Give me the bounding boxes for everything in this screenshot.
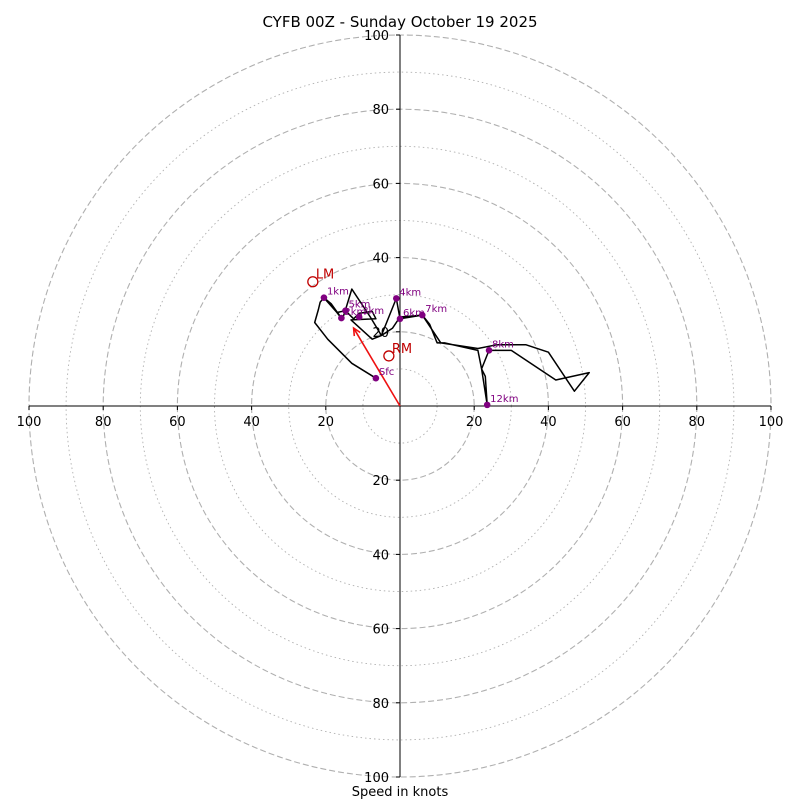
y-tick-label: 60: [372, 623, 389, 638]
height-label-4km: 4km: [399, 287, 421, 298]
x-tick-label: 60: [169, 415, 186, 430]
height-label-5km: 5km: [348, 300, 370, 311]
x-axis-label: Speed in knots: [352, 785, 449, 800]
y-tick-label: 80: [372, 103, 389, 118]
y-tick-label: 20: [372, 474, 389, 489]
height-point-12km: [483, 401, 491, 409]
x-tick-label: 100: [17, 415, 42, 430]
x-tick-label: 80: [689, 415, 706, 430]
height-point-1km: [320, 294, 328, 301]
y-tick-label: 100: [364, 771, 389, 786]
height-label-3km: 3km: [362, 306, 384, 317]
x-tick-label: 40: [540, 415, 557, 430]
y-tick-label: 80: [372, 697, 389, 712]
storm-motion-lm: [307, 276, 319, 288]
storm-motion-label-lm: LM: [316, 268, 334, 283]
height-label-1km: 1km: [327, 287, 349, 298]
height-label-12km: 12km: [490, 394, 518, 405]
height-point-7km: [418, 311, 426, 319]
storm-motion-markers: LM RM: [307, 268, 412, 362]
height-label-sfc: Sfc: [379, 367, 394, 378]
height-point-2km: [338, 314, 345, 322]
y-tick-label: 40: [372, 548, 389, 563]
mean-wind-shaft: [352, 327, 401, 407]
mean-wind-head: [352, 326, 361, 337]
height-point-8km: [485, 347, 493, 354]
y-tick-label: 100: [364, 29, 389, 44]
x-tick-label: 20: [466, 415, 483, 430]
mean-wind-arrow: [352, 326, 401, 407]
storm-motion-label-rm: RM: [392, 342, 412, 357]
height-label-2km: 2km: [344, 307, 366, 318]
x-tick-label: 80: [95, 415, 112, 430]
height-label-8km: 8km: [492, 339, 514, 350]
height-point-6km: [396, 315, 404, 323]
x-tick-label: 100: [759, 415, 784, 430]
y-tick-label: 60: [372, 177, 389, 192]
height-point-3km: [355, 313, 363, 321]
storm-motion-rm: [383, 350, 395, 362]
x-tick-label: 40: [243, 415, 260, 430]
height-point-4km: [392, 295, 400, 302]
height-point-sfc: [372, 374, 380, 382]
x-tick-label: 60: [614, 415, 631, 430]
height-label-7km: 7km: [425, 304, 447, 315]
height-point-5km: [342, 307, 349, 314]
x-tick-label: 20: [318, 415, 335, 430]
y-tick-label: 40: [372, 252, 389, 267]
tick-labels: 100 80 60 40 20 20 40 60 80 100100806040202040608…: [17, 29, 784, 786]
chart-title: CYFB 00Z - Sunday October 19 2025: [262, 13, 537, 31]
height-label-6km: 6km: [403, 308, 425, 319]
